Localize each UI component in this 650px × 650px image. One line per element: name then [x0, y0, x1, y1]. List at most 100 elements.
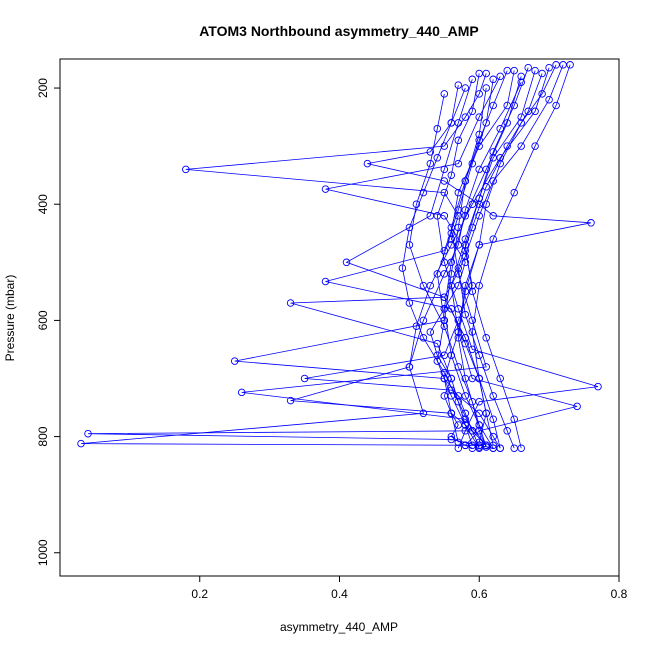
data-point [517, 72, 525, 81]
data-point [503, 119, 511, 127]
data-point [510, 188, 518, 197]
data-point [454, 206, 463, 214]
data-point [447, 392, 456, 400]
profile-line [436, 87, 487, 446]
data-point [489, 148, 497, 156]
profile-line [471, 64, 571, 449]
data-point [440, 90, 449, 98]
data-point [475, 113, 483, 121]
data-point [461, 177, 470, 185]
data-point [489, 75, 497, 84]
x-tick-label: 0.6 [471, 587, 488, 601]
x-axis: 0.2 0.4 0.6 0.8 [191, 576, 628, 601]
plot-frame [59, 58, 620, 577]
data-point [454, 81, 463, 89]
data-point [489, 432, 497, 441]
data-point [566, 61, 574, 69]
y-tick-label: 600 [36, 310, 50, 330]
data-point [440, 142, 449, 150]
data-point [475, 136, 483, 145]
data-point [461, 421, 470, 429]
data-point [475, 438, 483, 447]
data-point [454, 136, 463, 145]
profile-line [304, 76, 501, 449]
y-axis-label: Pressure (mbar) [3, 275, 17, 362]
data-point [433, 357, 442, 365]
data-point [342, 258, 351, 267]
data-point [496, 444, 504, 452]
data-point [447, 435, 456, 444]
data-point [419, 334, 428, 342]
data-point [573, 402, 581, 411]
data-point [482, 200, 490, 208]
data-point [475, 194, 483, 203]
data-point [461, 84, 470, 92]
profile-series [468, 61, 574, 452]
data-point [475, 69, 483, 78]
x-tick-label: 0.8 [611, 587, 628, 601]
data-point [440, 246, 449, 255]
data-point [419, 281, 428, 290]
data-point [503, 66, 511, 75]
profile-line [457, 73, 543, 449]
data-point [538, 69, 546, 78]
data-point [447, 351, 456, 360]
y-tick-label: 800 [36, 426, 50, 446]
data-point [461, 334, 470, 342]
data-point [447, 409, 456, 418]
data-point [482, 409, 490, 418]
data-point [594, 382, 602, 391]
data-point [461, 212, 470, 220]
data-point [545, 95, 553, 104]
data-point [531, 142, 539, 150]
data-point [398, 264, 407, 272]
data-point [545, 63, 553, 72]
data-point [447, 171, 456, 179]
data-point [482, 443, 490, 451]
data-point [440, 165, 449, 174]
data-point [77, 439, 85, 448]
data-point [440, 322, 449, 330]
data-point [405, 299, 414, 307]
data-point [440, 316, 449, 325]
data-point [461, 392, 470, 400]
data-point [84, 429, 92, 438]
profile-series [461, 63, 532, 452]
data-point [447, 374, 456, 383]
data-point [475, 374, 483, 383]
data-point [496, 72, 504, 81]
profile-series [286, 78, 525, 450]
data-point [419, 316, 428, 325]
data-point [405, 363, 414, 371]
data-point [461, 374, 470, 383]
data-point [405, 241, 414, 249]
data-point [447, 270, 456, 278]
data-point [475, 241, 483, 249]
data-point [468, 441, 477, 450]
data-point [468, 397, 477, 406]
data-point [454, 264, 463, 272]
profile-line [290, 82, 522, 446]
data-point [468, 328, 477, 336]
data-point [468, 75, 477, 84]
data-point [496, 374, 504, 383]
data-point [419, 409, 428, 418]
data-point [286, 299, 295, 307]
data-point [475, 281, 483, 290]
data-point [461, 241, 470, 249]
profile-line [443, 76, 522, 448]
data-point [363, 159, 372, 168]
profile-line [401, 85, 480, 448]
data-point [426, 159, 435, 168]
data-point [440, 305, 449, 313]
chart-title: ATOM3 Northbound asymmetry_440_AMP [199, 23, 479, 39]
data-point [230, 357, 239, 365]
data-point [489, 415, 497, 423]
data-point [482, 334, 490, 342]
data-point [517, 444, 525, 452]
data-point [468, 223, 477, 232]
profile-series [398, 81, 483, 451]
data-point [524, 63, 532, 72]
data-point [510, 415, 518, 423]
